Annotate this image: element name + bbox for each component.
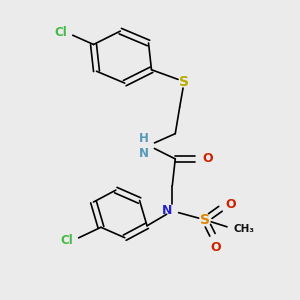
Text: S: S — [200, 213, 210, 227]
Text: S: S — [179, 75, 189, 88]
Text: O: O — [202, 152, 213, 165]
Text: Cl: Cl — [54, 26, 67, 39]
Text: O: O — [210, 241, 221, 254]
Text: H
N: H N — [139, 131, 148, 160]
Text: CH₃: CH₃ — [233, 224, 254, 234]
Text: N: N — [162, 204, 172, 218]
Text: Cl: Cl — [60, 234, 73, 247]
Text: O: O — [226, 199, 236, 212]
